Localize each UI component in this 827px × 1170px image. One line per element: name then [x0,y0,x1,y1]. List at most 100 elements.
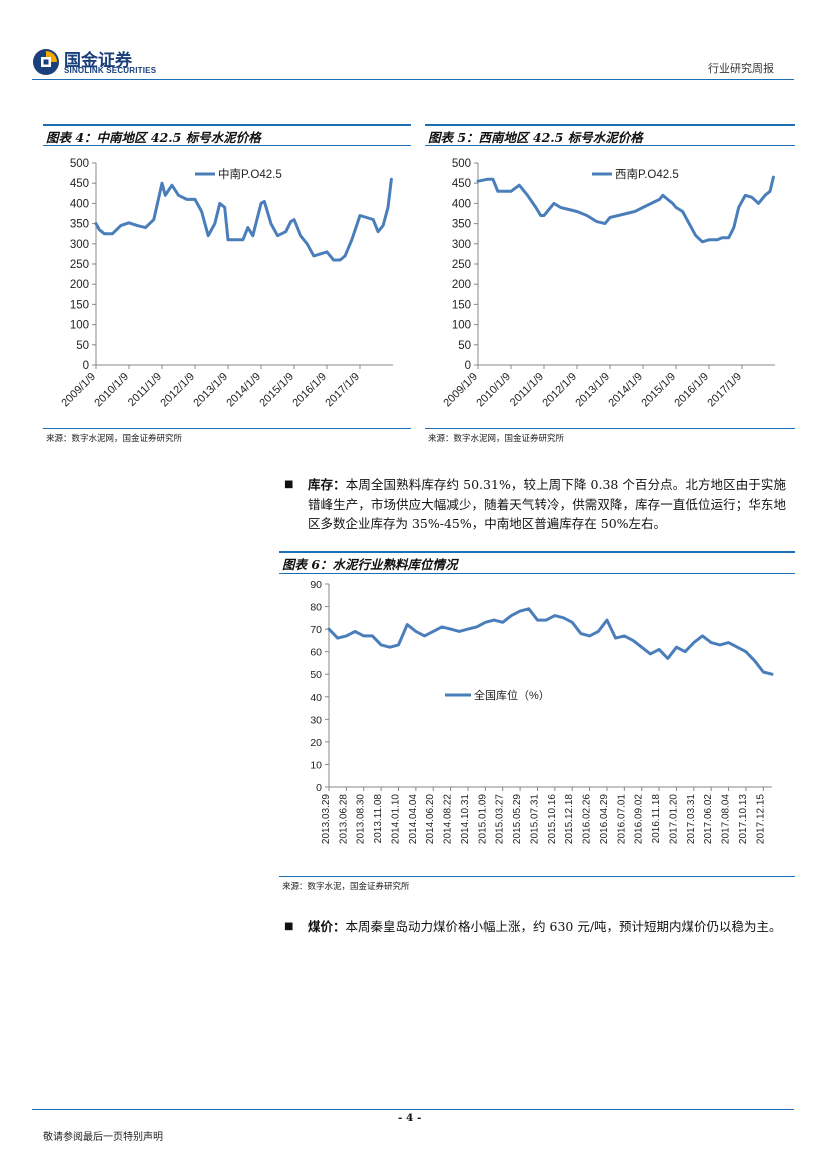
footer-disclaimer: 敬请参阅最后一页特别声明 [43,1132,163,1143]
figure5-title: 图表 5：西南地区 42.5 标号水泥价格 [428,130,643,145]
y-tick-label: 70 [310,624,322,636]
y-tick-label: 50 [458,340,471,352]
data-series-line [476,175,775,244]
inventory-paragraph: 库存：本周全国熟料库存约 50.31%，较上周下降 0.38 个百分点。北方地区… [308,475,786,534]
x-tick-label: 2014/1/9 [606,371,645,410]
y-tick-label: 400 [70,198,89,210]
x-tick-label: 2015.03.27 [495,794,506,844]
logo-chinese-name: 国金证券 [64,51,132,71]
x-tick-label: 2011/1/9 [508,371,546,409]
y-tick-label: 250 [70,259,89,271]
x-tick-label: 2009/1/9 [59,371,98,410]
x-tick-label: 2015.12.18 [564,794,575,844]
data-series-line [94,177,393,262]
y-tick-label: 10 [310,759,322,771]
coal-text: 本周秦皇岛动力煤价格小幅上涨，约 630 元/吨，预计短期内煤价仍以稳为主。 [345,919,782,934]
x-tick-label: 2015.10.16 [547,794,558,844]
x-tick-label: 2016.09.02 [634,794,645,844]
y-tick-label: 20 [310,737,322,749]
logo-emblem-icon [33,49,59,75]
figure5-bottom-rule [425,428,795,429]
x-tick-label: 2014.06.20 [425,794,436,844]
x-tick-label: 2013.03.29 [321,794,332,844]
x-tick-label: 2014.08.22 [443,794,454,844]
y-tick-label: 300 [452,239,471,251]
figure4-title-rule [43,145,411,146]
x-tick-label: 2012/1/9 [540,371,579,410]
y-tick-label: 500 [70,158,89,170]
x-tick-label: 2010/1/9 [92,371,131,410]
x-tick-label: 2013.06.28 [338,794,349,844]
x-tick-label: 2009/1/9 [441,371,480,410]
header-rule [32,79,794,80]
y-tick-label: 80 [310,602,322,614]
x-tick-label: 2016/1/9 [290,371,329,410]
x-tick-label: 2017.10.13 [738,794,749,844]
x-tick-label: 2013.08.30 [356,794,367,844]
x-tick-label: 2015/1/9 [257,371,296,410]
y-tick-label: 150 [70,299,89,311]
x-tick-label: 2017.06.02 [703,794,714,844]
coal-bullet-icon: ■ [284,921,294,932]
y-tick-label: 300 [70,239,89,251]
x-tick-label: 2017/1/9 [323,371,362,410]
y-tick-label: 100 [452,320,471,332]
x-tick-label: 2013.11.08 [373,794,384,844]
figure6-title-rule [279,573,795,574]
figure5-source: 来源：数字水泥网，国金证券研究所 [428,434,565,444]
figure6-chart: 0 10 20 30 40 50 60 70 80 90 2013.03.29 2013.06.28 2… [310,579,774,844]
y-tick-label: 40 [310,692,322,704]
y-tick-label: 200 [452,279,471,291]
y-tick-label: 450 [70,178,89,190]
figure4-top-rule [43,124,411,126]
y-tick-label: 100 [70,320,89,332]
y-tick-label: 450 [452,178,471,190]
page-number: - 4 - [398,1112,422,1124]
footer-rule [32,1109,794,1110]
logo-english-name: SINOLINK SECURITIES [64,66,157,75]
x-tick-label: 2014/1/9 [224,371,263,410]
figure6-top-rule [279,551,795,553]
data-series-line [327,607,774,676]
x-tick-label: 2014.10.31 [460,794,471,844]
x-tick-label: 2010/1/9 [474,371,513,410]
y-tick-label: 150 [452,299,471,311]
x-tick-label: 2016.02.26 [582,794,593,844]
figure5-chart: 0501001502002503003504004505002009/1/920… [441,158,775,410]
x-tick-label: 2016.04.29 [599,794,610,844]
y-tick-label: 50 [76,340,89,352]
y-tick-label: 500 [452,158,471,170]
figure6-bottom-rule [279,876,795,877]
figure5-title-rule [425,145,795,146]
x-tick-label: 2017.03.31 [686,794,697,844]
x-tick-label: 2011/1/9 [126,371,164,409]
legend-label: 中南P.O42.5 [218,167,282,181]
y-tick-label: 90 [310,579,322,591]
x-tick-label: 2016.11.18 [651,794,662,844]
y-tick-label: 0 [83,360,89,372]
y-tick-label: 0 [316,782,322,794]
inventory-text: 本周全国熟料库存约 50.31%，较上周下降 0.38 个百分点。北方地区由于实… [308,477,786,531]
x-tick-label: 2017.08.04 [721,794,732,844]
x-tick-label: 2014.01.10 [390,794,401,844]
x-tick-label: 2017.01.20 [668,794,679,844]
y-tick-label: 350 [452,219,471,231]
y-tick-label: 50 [310,669,322,681]
company-logo: 国金证券 SINOLINK SECURITIES [32,46,156,76]
x-tick-label: 2017.12.15 [755,794,766,844]
y-tick-label: 200 [70,279,89,291]
x-tick-label: 2015.07.31 [529,794,540,844]
inventory-label: 库存： [308,477,346,492]
y-tick-label: 250 [452,259,471,271]
figure5-top-rule [425,124,795,126]
x-tick-label: 2015.01.09 [477,794,488,844]
x-tick-label: 2016/1/9 [672,371,711,410]
figure4-chart: 0501001502002503003504004505002009/1/920… [59,158,393,410]
y-tick-label: 350 [70,219,89,231]
figure4-source: 来源：数字水泥网，国金证券研究所 [46,434,183,444]
x-tick-label: 2013/1/9 [191,371,230,410]
coal-paragraph: 煤价：本周秦皇岛动力煤价格小幅上涨，约 630 元/吨，预计短期内煤价仍以稳为主… [308,917,786,937]
y-tick-label: 30 [310,714,322,726]
figure6-source: 来源：数字水泥，国金证券研究所 [282,882,410,892]
inventory-bullet-icon: ■ [284,479,294,490]
